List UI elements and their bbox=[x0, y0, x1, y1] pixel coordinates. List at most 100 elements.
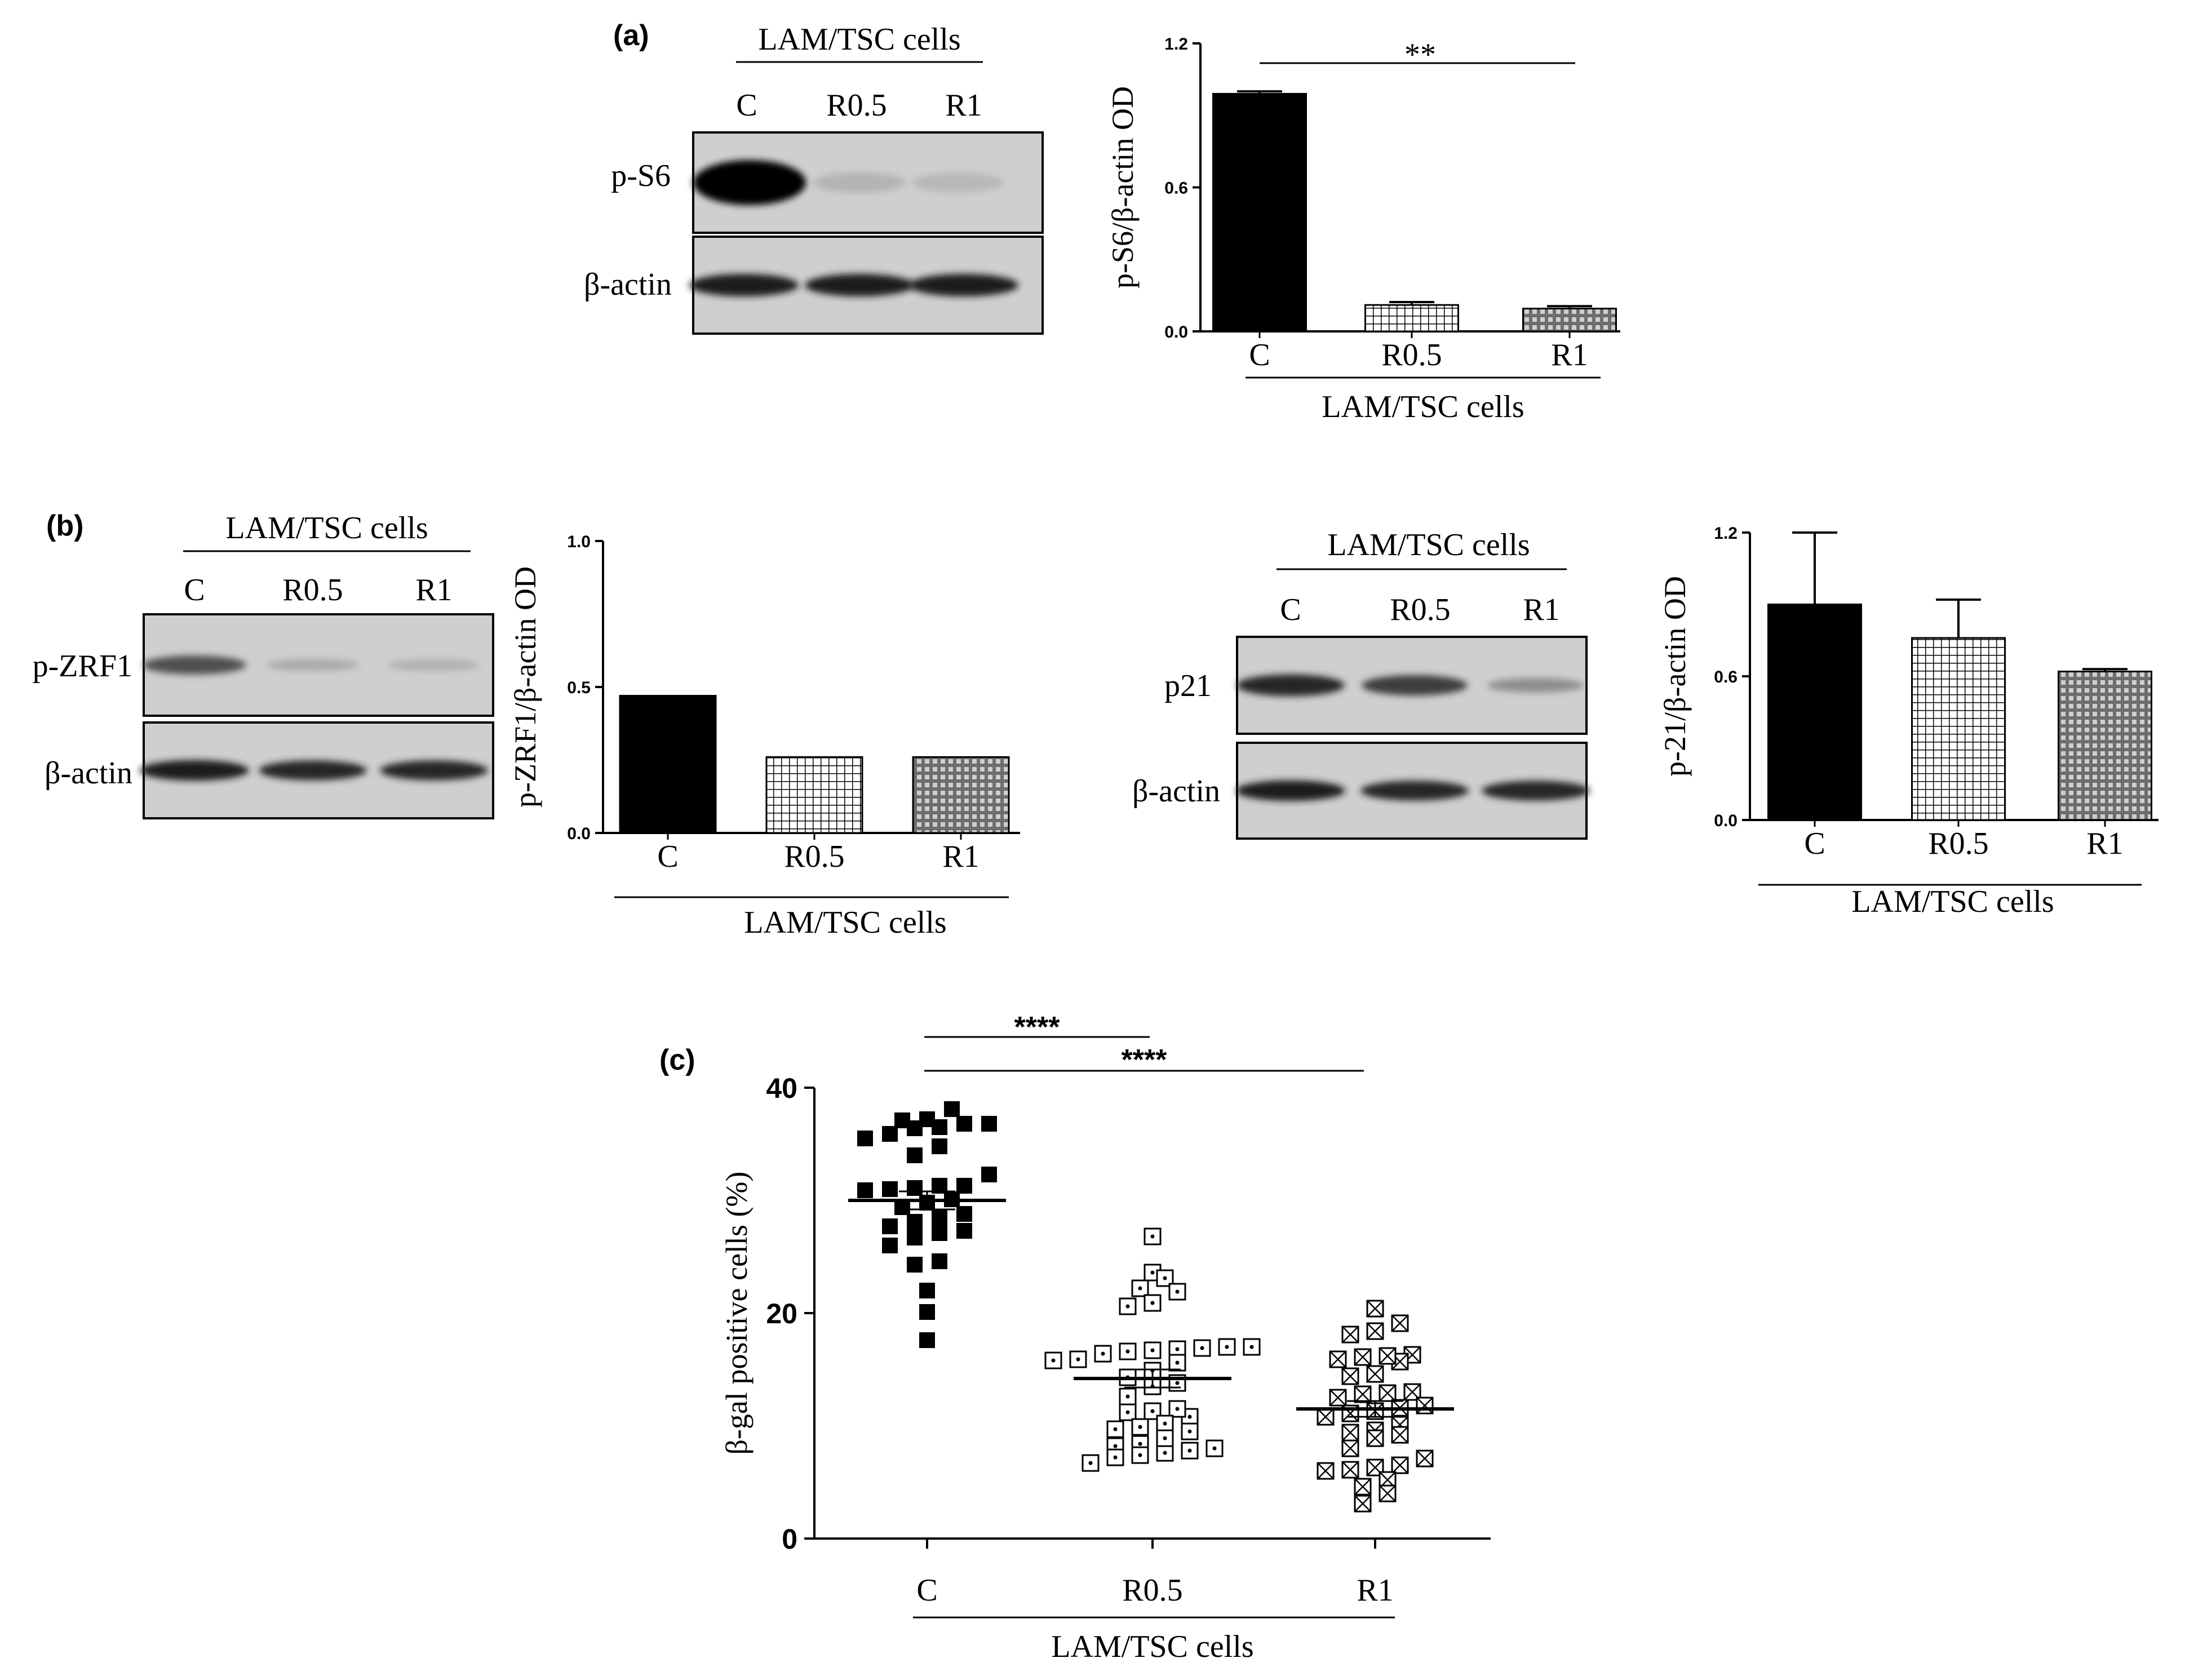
data-point bbox=[907, 1147, 923, 1163]
panel-c-label: (c) bbox=[659, 1044, 695, 1076]
data-point bbox=[932, 1253, 947, 1269]
data-point bbox=[1379, 1384, 1397, 1402]
blot-band bbox=[143, 655, 246, 675]
data-point bbox=[1317, 1462, 1335, 1480]
bar bbox=[912, 756, 1010, 834]
lane-label: R0.5 bbox=[282, 573, 343, 608]
data-point bbox=[1354, 1348, 1372, 1366]
bar bbox=[1364, 304, 1459, 333]
data-point bbox=[1366, 1365, 1384, 1383]
x-tick-label: C bbox=[1804, 826, 1825, 861]
blot-band bbox=[140, 760, 249, 781]
blot-band bbox=[1360, 781, 1469, 801]
bar bbox=[2058, 671, 2152, 821]
y-tick-label: 1.2 bbox=[1714, 524, 1738, 543]
blot-header: LAM/TSC cells bbox=[1327, 528, 1530, 562]
data-point bbox=[1391, 1456, 1409, 1474]
blot-header: LAM/TSC cells bbox=[225, 511, 428, 546]
data-point bbox=[1144, 1227, 1162, 1245]
x-tick-label: R1 bbox=[1357, 1573, 1393, 1608]
significance-label: **** bbox=[1014, 1011, 1061, 1044]
data-point bbox=[1354, 1495, 1372, 1513]
group-label: LAM/TSC cells bbox=[744, 905, 946, 940]
panel-b: (b) LAM/TSC cells C R0.5 R1 p-ZRF1 β-act… bbox=[33, 509, 2159, 940]
data-point bbox=[1156, 1444, 1174, 1462]
significance-label: ** bbox=[1404, 37, 1436, 72]
chart-a: 0.0 0.6 1.2 C R0.5 R1 p-S6/β-actin OD bbox=[1106, 35, 1620, 373]
blot-band bbox=[1236, 780, 1345, 801]
data-point bbox=[1354, 1385, 1372, 1403]
blot-row-label: p-S6 bbox=[611, 158, 671, 193]
x-tick-label: C bbox=[657, 839, 678, 874]
data-point bbox=[1181, 1442, 1199, 1460]
blot-band bbox=[1487, 678, 1584, 693]
y-tick-label: 1.0 bbox=[567, 533, 591, 551]
data-point bbox=[1119, 1403, 1137, 1421]
panel-a-blot: LAM/TSC cells C R0.5 R1 p-S6 β-actin bbox=[584, 22, 1044, 335]
bar bbox=[1522, 308, 1617, 333]
x-tick-label: R0.5 bbox=[1928, 826, 1988, 861]
data-point bbox=[1366, 1322, 1384, 1340]
bar bbox=[1212, 92, 1307, 333]
x-tick-label: R0.5 bbox=[784, 839, 844, 874]
x-tick-label: R1 bbox=[942, 839, 979, 874]
bar bbox=[1911, 637, 2006, 821]
data-point bbox=[932, 1209, 947, 1225]
data-point bbox=[1379, 1347, 1397, 1365]
data-point bbox=[1366, 1300, 1384, 1318]
data-point bbox=[882, 1238, 898, 1253]
blot-band bbox=[693, 160, 806, 205]
data-point bbox=[1168, 1283, 1186, 1301]
data-point bbox=[1354, 1478, 1372, 1496]
blot-row-label: β-actin bbox=[584, 267, 672, 302]
data-point bbox=[907, 1180, 923, 1196]
data-point bbox=[919, 1111, 935, 1127]
data-point bbox=[1193, 1339, 1211, 1357]
y-tick-label: 0.6 bbox=[1164, 179, 1188, 198]
data-point bbox=[857, 1131, 873, 1146]
bar bbox=[619, 695, 717, 834]
data-point bbox=[1341, 1424, 1359, 1442]
y-axis-label: p-21/β-actin OD bbox=[1658, 576, 1692, 777]
blot-strip bbox=[1236, 636, 1588, 735]
data-point bbox=[956, 1116, 972, 1132]
data-point bbox=[1391, 1314, 1409, 1332]
data-point bbox=[956, 1223, 972, 1239]
x-tick-label: R1 bbox=[1551, 338, 1588, 373]
data-point bbox=[907, 1257, 923, 1273]
data-point bbox=[956, 1206, 972, 1222]
group-label: LAM/TSC cells bbox=[1322, 389, 1524, 424]
y-axis-label: p-S6/β-actin OD bbox=[1106, 86, 1140, 289]
y-axis-label: p-ZRF1/β-actin OD bbox=[508, 566, 542, 808]
data-point bbox=[1106, 1448, 1124, 1466]
data-point bbox=[919, 1304, 935, 1320]
y-tick-label: 20 bbox=[766, 1298, 797, 1329]
blot-strip bbox=[143, 613, 494, 717]
x-tick-label: R0.5 bbox=[1381, 338, 1442, 373]
blot-band bbox=[387, 659, 481, 671]
data-point bbox=[1069, 1350, 1087, 1368]
data-point bbox=[1391, 1426, 1409, 1444]
data-point bbox=[1341, 1461, 1359, 1479]
x-tick-label: C bbox=[1249, 338, 1270, 373]
blot-band bbox=[259, 760, 367, 781]
data-point bbox=[1205, 1439, 1224, 1457]
data-point bbox=[1144, 1294, 1162, 1312]
data-point bbox=[1243, 1338, 1261, 1356]
blot-strip bbox=[692, 131, 1044, 234]
data-point bbox=[1156, 1429, 1174, 1447]
y-tick-label: 0.0 bbox=[1714, 812, 1738, 830]
y-tick-label: 0.5 bbox=[567, 679, 591, 697]
data-point bbox=[981, 1167, 997, 1182]
blot-band bbox=[805, 273, 914, 297]
blot-band bbox=[380, 760, 488, 781]
data-point bbox=[1044, 1351, 1062, 1369]
data-point bbox=[1181, 1422, 1199, 1440]
blot-strip bbox=[1236, 742, 1590, 840]
data-point bbox=[1416, 1397, 1434, 1415]
blot-strip bbox=[140, 721, 494, 819]
data-point bbox=[932, 1225, 947, 1241]
chart-c: 0 20 40 β-gal positive cells (%) C R0.5 R1 bbox=[720, 1072, 1491, 1608]
